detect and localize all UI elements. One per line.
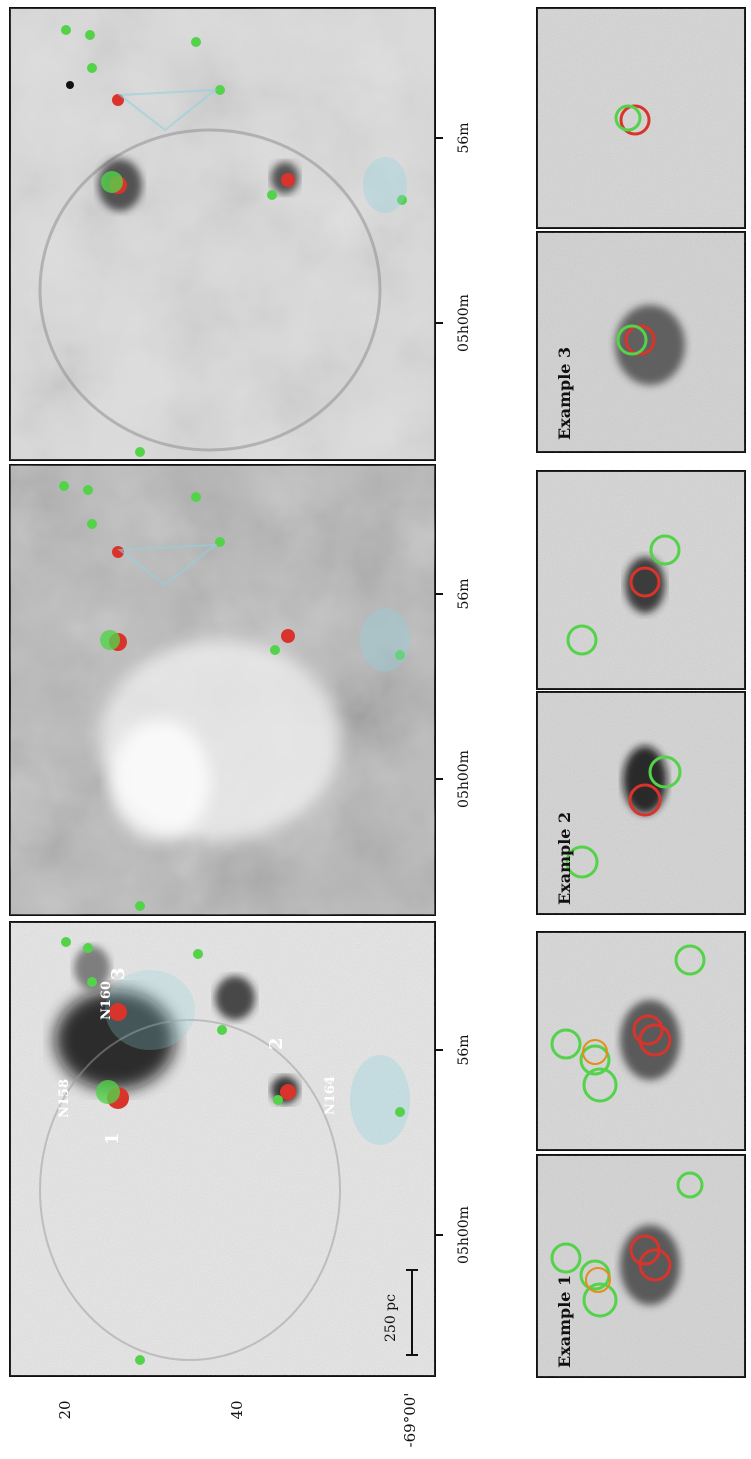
ra-tick-label: 05h00m [456,750,472,808]
region-label-1: 1 [102,1132,123,1145]
red-source-marker [280,1084,296,1100]
scale-bar-icon [406,1269,418,1356]
red-source-marker [109,1003,127,1021]
panel-infrared [9,464,436,916]
green-source-marker [83,485,93,495]
ra-tick-label: 56m [456,578,472,609]
panel-optical: N158 N160 N164 2 1 3 250 pc [9,921,436,1377]
example-3-label: Example 3 [555,347,574,440]
ra-tick-label: 56m [456,122,472,153]
red-source-marker [281,173,295,187]
green-source-marker [267,190,277,200]
green-source-marker [191,37,201,47]
ra-axis [435,137,443,1236]
green-source-marker [87,977,97,987]
green-source-marker [83,943,93,953]
example-2-label: Example 2 [555,812,574,905]
dec-tick-label: -69°00' [401,1393,419,1448]
green-source-marker [59,481,69,491]
region-label-3: 3 [108,967,129,980]
ra-tick-label: 56m [456,1034,472,1065]
ra-tick-label: 05h00m [456,294,472,352]
dec-tick-label: 40 [228,1400,246,1419]
green-source-marker [100,630,120,650]
region-label-n164: N164 [323,1076,338,1115]
green-source-marker [217,1025,227,1035]
green-source-marker [135,901,145,911]
green-source-marker [273,1095,283,1105]
ra-tick-label: 05h00m [456,1206,472,1264]
green-source-marker [135,447,145,457]
green-source-marker [395,1107,405,1117]
scale-bar-label: 250 pc [383,1294,399,1342]
example-1-label: Example 1 [555,1275,574,1368]
green-source-marker [191,492,201,502]
green-source-marker [61,937,71,947]
green-source-marker [270,645,280,655]
green-source-marker [101,171,123,193]
green-source-marker [397,195,407,205]
green-source-marker [395,650,405,660]
green-source-marker [96,1080,120,1104]
green-source-marker [193,949,203,959]
green-source-marker [215,537,225,547]
region-label-2: 2 [266,1037,287,1050]
main-panels: N158 N160 N164 2 1 3 250 pc [9,7,472,1448]
green-source-marker [135,1355,145,1365]
green-source-marker [61,25,71,35]
star-marker [66,81,74,89]
panel-xray [9,7,436,461]
green-source-marker [87,519,97,529]
region-label-n160: N160 [99,981,114,1020]
green-source-marker [87,63,97,73]
green-source-marker [85,30,95,40]
example-panels: Example 3 Example 2 [536,7,746,1378]
region-label-n158: N158 [57,1079,72,1118]
red-source-marker [281,629,295,643]
green-source-marker [215,85,225,95]
dec-tick-label: 20 [56,1400,74,1419]
